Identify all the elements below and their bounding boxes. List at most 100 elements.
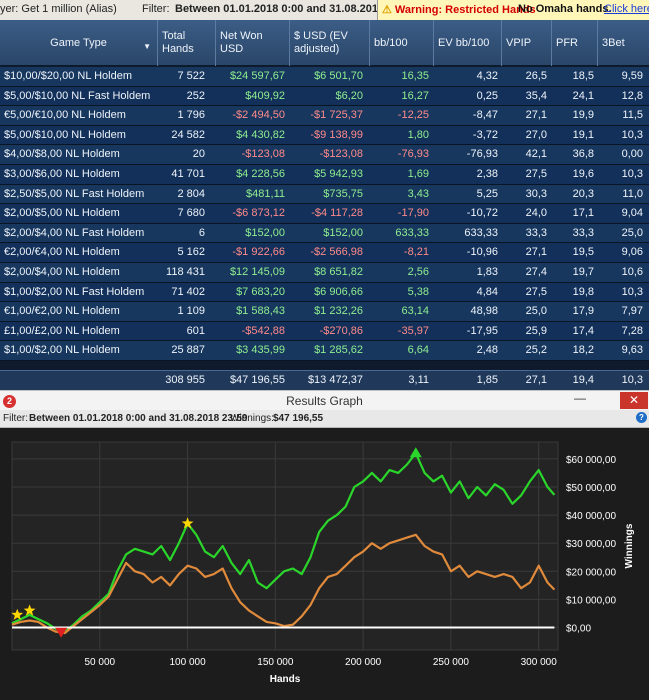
click-here-link[interactable]: Click here [604,3,649,15]
total-bb100: 3,11 [408,374,429,386]
table-row[interactable]: $5,00/$10,00 NL Fast Holdem 252 $409,92 $6,… [0,86,649,107]
cell-3bet: 10,3 [621,128,643,141]
minimize-button[interactable]: — [574,391,586,405]
series-line-1 [11,533,556,635]
cell-game-type: €2,00/€4,00 NL Holdem [4,246,120,259]
table-body: $10,00/$20,00 NL Holdem 7 522 $24 597,67 $6… [0,67,649,361]
cell-game-type: €1,00/€2,00 NL Holdem [4,305,120,318]
table-row[interactable]: €2,00/€4,00 NL Holdem 5 162 -$1 922,66 -$2 … [0,243,649,263]
cell-net-won: $3 435,99 [236,344,285,357]
y-tick-label: $50 000,00 [566,483,616,494]
cell-net-won: -$2 494,50 [232,109,285,122]
cell-net-won: $7 683,20 [236,285,285,298]
cell-ev-adjusted: $735,75 [323,187,363,200]
cell-pfr: 17,4 [572,324,594,337]
table-row[interactable]: $4,00/$8,00 NL Holdem 20 -$123,08 -$123,08 -… [0,145,649,165]
close-button[interactable]: ✕ [620,392,648,409]
cell-vpip: 27,1 [525,109,547,122]
results-graph-titlebar: 2 Results Graph — ✕ [0,390,649,410]
help-icon[interactable]: ? [636,412,647,423]
cell-game-type: $1,00/$2,00 NL Fast Holdem [4,285,145,298]
cell-pfr: 19,6 [572,167,594,180]
cell-total-hands: 71 402 [171,285,205,298]
table-row[interactable]: $2,00/$5,00 NL Holdem 7 680 -$6 873,12 -$4 … [0,204,649,224]
cell-bb100: -8,21 [403,246,429,259]
cell-bb100: 3,43 [407,187,429,200]
col-game-type[interactable]: Game Type ▼ [0,20,158,66]
col-ev-adjusted[interactable]: $ USD (EV adjusted) [290,20,370,66]
col-ev-bb100[interactable]: EV bb/100 [434,20,502,66]
cell-ev-adjusted: $6,20 [335,89,363,102]
cell-game-type: $10,00/$20,00 NL Holdem [4,70,133,82]
col-bb100[interactable]: bb/100 [370,20,434,66]
col-total-hands[interactable]: Total Hands [158,20,216,66]
cell-total-hands: 1 109 [177,305,205,318]
table-row[interactable]: $5,00/$10,00 NL Holdem 24 582 $4 430,82 -$9… [0,125,649,146]
table-row[interactable]: €1,00/€2,00 NL Holdem 1 109 $1 588,43 $1 23… [0,302,649,322]
table-row[interactable]: $2,00/$4,00 NL Holdem 118 431 $12 145,09 $8… [0,262,649,283]
star-marker [181,517,194,529]
cell-total-hands: 25 887 [171,344,205,357]
cell-pfr: 24,1 [572,89,594,102]
cell-net-won: $4 228,56 [236,167,285,180]
triangle-up-marker [409,447,422,458]
cell-ev-bb100: -17,95 [466,324,498,337]
cell-game-type: $5,00/$10,00 NL Fast Holdem [4,89,151,102]
cell-total-hands: 24 582 [171,128,205,141]
x-tick-label: 300 000 [521,657,558,668]
cell-ev-bb100: 2,38 [476,167,498,180]
cell-vpip: 25,2 [525,344,547,357]
graph-filter-text[interactable]: Between 01.01.2018 0:00 and 31.08.2018 2… [29,413,248,424]
col-pfr[interactable]: PFR [552,20,598,66]
table-row[interactable]: $1,00/$2,00 NL Fast Holdem 71 402 $7 683,2… [0,282,649,303]
filter-label: Filter: [142,3,170,15]
cell-game-type: €5,00/€10,00 NL Holdem [4,109,126,122]
cell-pfr: 19,9 [572,109,594,122]
col-vpip[interactable]: VPIP [502,20,552,66]
cell-vpip: 27,5 [525,285,547,298]
cell-ev-bb100: -3,72 [472,128,498,141]
cell-3bet: 7,97 [621,305,643,318]
cell-net-won: $12 145,09 [229,265,285,278]
col-net-won[interactable]: Net Won USD [216,20,290,66]
cell-ev-bb100: 2,48 [476,344,498,357]
cell-bb100: 16,35 [401,70,429,82]
table-row[interactable]: $3,00/$6,00 NL Holdem 41 701 $4 228,56 $5 9… [0,164,649,185]
table-row[interactable]: $2,00/$4,00 NL Fast Holdem 6 $152,00 $152,0… [0,223,649,244]
table-row[interactable]: $2,50/$5,00 NL Fast Holdem 2 804 $481,11 $7… [0,184,649,205]
y-tick-label: $10 000,00 [566,595,616,606]
filter-text[interactable]: Between 01.01.2018 0:00 and 31.08.2018 2… [175,3,416,15]
cell-total-hands: 20 [192,148,205,161]
table-row[interactable]: $10,00/$20,00 NL Holdem 7 522 $24 597,67 $6… [0,67,649,87]
player-text: yer: Get 1 million (Alias) [0,3,117,15]
cell-vpip: 35,4 [525,89,547,102]
y-tick-label: $0,00 [566,624,591,635]
cell-total-hands: 1 796 [177,109,205,122]
table-row[interactable]: $1,00/$2,00 NL Holdem 25 887 $3 435,99 $1 2… [0,341,649,361]
star-marker [11,608,24,620]
table-row[interactable]: €5,00/€10,00 NL Holdem 1 796 -$2 494,50 -$1… [0,106,649,126]
cell-net-won: $409,92 [245,89,285,102]
cell-3bet: 9,06 [621,246,643,259]
col-3bet[interactable]: 3Bet [598,20,649,66]
cell-game-type: $3,00/$6,00 NL Holdem [4,167,120,180]
total-hands: 308 955 [165,374,205,386]
cell-vpip: 30,3 [525,187,547,200]
col-label: Net Won USD [220,30,263,55]
cell-ev-adjusted: -$1 725,37 [310,109,363,122]
cell-game-type: $1,00/$2,00 NL Holdem [4,344,120,357]
winnings-label: Winnings: [230,413,274,424]
total-pfr: 19,4 [572,374,594,386]
cell-net-won: -$1 922,66 [232,246,285,259]
cell-ev-bb100: -10,96 [466,246,498,259]
cell-net-won: $24 597,67 [229,70,285,82]
cell-3bet: 25,0 [621,226,643,239]
cell-total-hands: 601 [186,324,205,337]
cell-ev-adjusted: -$4 117,28 [311,207,363,220]
plot-area [11,441,559,651]
col-label: Game Type [50,36,107,49]
cell-net-won: $1 588,43 [236,305,285,318]
cell-bb100: 2,56 [407,265,429,278]
cell-ev-bb100: 4,84 [476,285,498,298]
table-row[interactable]: £1,00/£2,00 NL Holdem 601 -$542,88 -$270,86… [0,321,649,342]
